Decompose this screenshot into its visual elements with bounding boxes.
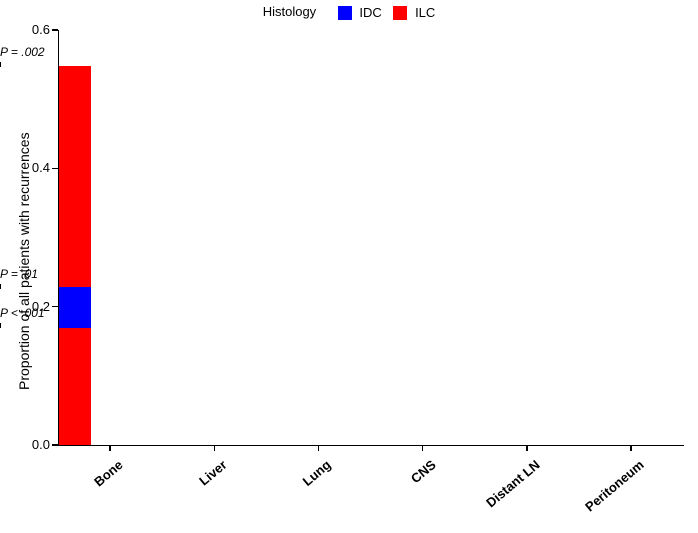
- ytick-label: 0.0: [20, 437, 50, 452]
- xtick-mark: [109, 445, 111, 451]
- xtick-label: Distant LN: [456, 457, 542, 533]
- legend-title: Histology: [263, 4, 316, 19]
- plot-area: [58, 30, 684, 446]
- xtick-mark: [214, 445, 216, 451]
- xtick-label: Bone: [39, 457, 125, 533]
- chart-container: Histology IDC ILC Proportion of all pati…: [0, 0, 698, 517]
- xtick-mark: [526, 445, 528, 451]
- legend-label-ilc: ILC: [415, 5, 435, 20]
- pval-label: P < .001: [0, 306, 45, 320]
- pval-label: P = .01: [0, 267, 38, 281]
- ytick-label: 0.6: [20, 22, 50, 37]
- legend-label-idc: IDC: [359, 5, 381, 20]
- xtick-label: Peritoneum: [560, 457, 646, 533]
- ytick-mark: [52, 306, 58, 308]
- ytick-mark: [52, 29, 58, 31]
- xtick-mark: [318, 445, 320, 451]
- legend: Histology IDC ILC: [0, 4, 698, 20]
- ytick-label: 0.4: [20, 160, 50, 175]
- xtick-label: Lung: [248, 457, 334, 533]
- ytick-mark: [52, 168, 58, 170]
- ytick-mark: [52, 444, 58, 446]
- pval-label: P = .002: [0, 45, 45, 59]
- legend-swatch-idc: [338, 6, 352, 20]
- xtick-label: CNS: [352, 457, 438, 533]
- xtick-mark: [630, 445, 632, 451]
- xtick-label: Liver: [144, 457, 230, 533]
- legend-swatch-ilc: [393, 6, 407, 20]
- xtick-mark: [422, 445, 424, 451]
- bar-ilc: [59, 328, 91, 445]
